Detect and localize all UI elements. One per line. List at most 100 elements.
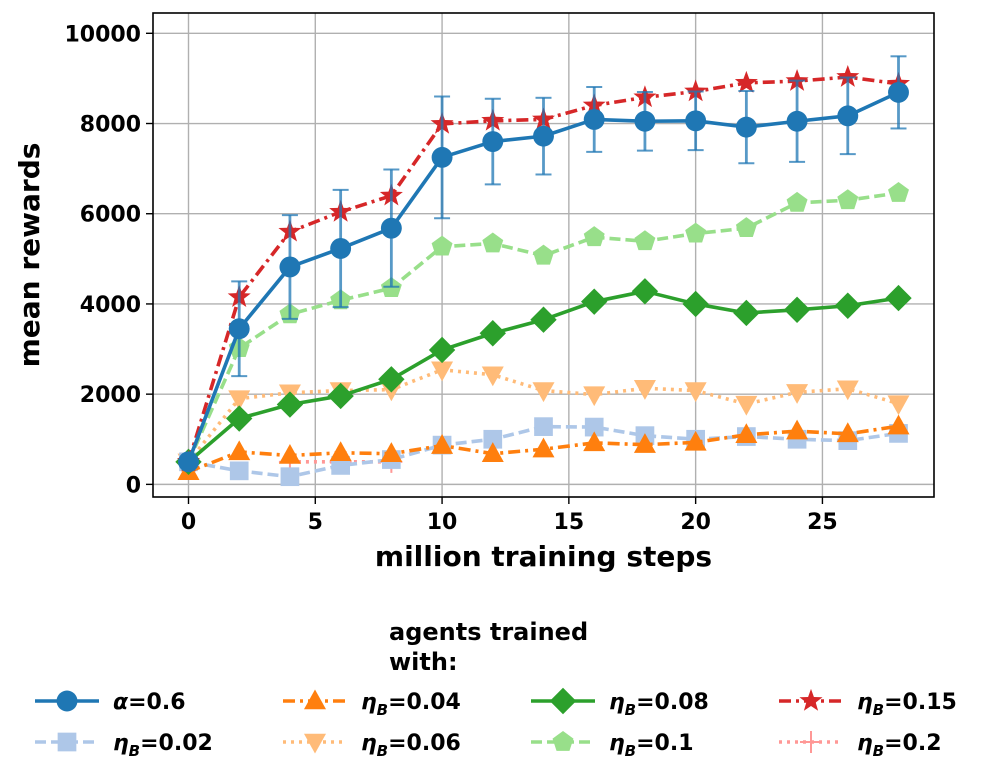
legend-value: =0.6	[128, 690, 185, 715]
data-point	[583, 226, 605, 247]
y-tick-label: 8000	[80, 113, 141, 138]
data-point	[530, 306, 557, 333]
data-point	[178, 451, 199, 473]
data-point	[887, 414, 910, 435]
data-point	[329, 441, 352, 462]
data-point	[479, 320, 506, 347]
legend-symbol: η	[857, 731, 873, 756]
x-tick-label: 15	[554, 510, 585, 535]
series-layer	[175, 55, 912, 487]
y-tick-label: 2000	[80, 383, 141, 408]
legend-symbol: η	[361, 731, 377, 756]
legend-value: =0.02	[140, 731, 213, 756]
legend-entry-eta_0.15: ηB=0.15	[779, 688, 957, 719]
legend-symbol: η	[857, 690, 873, 715]
legend-subscript: B	[377, 701, 388, 719]
legend-entry-eta_0.06: ηB=0.06	[283, 731, 461, 760]
data-point	[735, 395, 758, 416]
legend-label: ηB=0.06	[361, 731, 461, 760]
series-alpha_0.6	[178, 55, 909, 473]
data-point	[532, 382, 555, 403]
data-point	[836, 64, 860, 87]
plot-frame	[152, 12, 935, 498]
data-point	[534, 417, 553, 436]
data-point	[684, 79, 708, 102]
legend-marker	[57, 732, 77, 752]
legend-value: =0.2	[884, 731, 941, 756]
legend-label: ηB=0.04	[361, 690, 461, 719]
data-point	[786, 110, 808, 132]
data-point	[431, 361, 454, 382]
legend-value: =0.1	[636, 731, 693, 756]
data-point	[786, 419, 809, 440]
data-point	[431, 434, 454, 454]
data-point	[836, 380, 859, 401]
data-point	[378, 366, 405, 393]
data-point	[226, 405, 253, 432]
data-point	[633, 380, 656, 400]
x-tick-label: 0	[181, 510, 196, 535]
legend-entry-eta_0.1: ηB=0.1	[531, 731, 694, 760]
data-point	[581, 288, 608, 315]
data-point	[786, 384, 809, 404]
data-point	[228, 318, 250, 340]
data-point	[280, 467, 300, 487]
data-point	[735, 116, 757, 138]
data-point	[482, 131, 504, 153]
legend-value: =0.15	[884, 690, 957, 715]
legend-entry-alpha_0.6: α=0.6	[35, 690, 186, 715]
x-axis-label: million training steps	[375, 540, 712, 573]
data-point	[532, 437, 555, 458]
legend-title-line-2: with:	[389, 648, 458, 676]
legend-marker	[56, 690, 78, 712]
data-point	[533, 244, 554, 265]
data-point	[682, 290, 709, 318]
legend-marker	[800, 731, 822, 753]
data-point	[481, 442, 504, 462]
data-point	[735, 423, 758, 444]
data-point	[888, 81, 909, 103]
data-point	[583, 431, 606, 452]
data-point	[481, 366, 504, 387]
legend-label: ηB=0.08	[609, 690, 709, 719]
legend-marker	[552, 731, 574, 751]
data-point	[887, 395, 910, 416]
data-point	[228, 390, 251, 411]
legend-value: =0.06	[388, 731, 461, 756]
data-point	[734, 70, 758, 93]
data-point	[834, 292, 861, 319]
legend-marker	[304, 689, 326, 710]
data-point	[533, 125, 554, 147]
legend-subscript: B	[377, 742, 388, 760]
legend-value: =0.08	[636, 690, 709, 715]
legend-label: ηB=0.2	[857, 731, 942, 760]
data-point	[330, 238, 352, 259]
legend-value: =0.04	[388, 690, 461, 715]
legend-subscript: B	[873, 701, 884, 719]
data-point	[733, 299, 760, 327]
data-point	[888, 181, 909, 202]
data-point	[279, 256, 301, 278]
data-point	[327, 382, 354, 410]
legend-marker	[304, 733, 326, 754]
legend-subscript: B	[873, 742, 884, 760]
legend-subscript: B	[625, 742, 636, 760]
data-point	[583, 109, 605, 130]
legend-label: ηB=0.02	[113, 731, 213, 760]
data-point	[482, 232, 504, 253]
x-tick-label: 10	[427, 510, 458, 535]
y-axis-label: mean rewards	[13, 143, 46, 368]
data-point	[431, 146, 453, 168]
legend-entry-eta_0.08: ηB=0.08	[531, 687, 709, 719]
data-point	[228, 440, 251, 461]
y-tick-label: 4000	[80, 293, 141, 318]
legend-marker	[799, 688, 823, 711]
x-tick-label: 25	[807, 510, 838, 535]
legend-symbol: η	[361, 690, 377, 715]
legend-symbol: η	[609, 731, 625, 756]
legend-entries: α=0.6ηB=0.02ηB=0.04ηB=0.06ηB=0.08ηB=0.1η…	[35, 687, 957, 760]
data-point	[885, 284, 912, 312]
data-point	[634, 110, 656, 132]
legend-subscript: B	[129, 742, 140, 760]
